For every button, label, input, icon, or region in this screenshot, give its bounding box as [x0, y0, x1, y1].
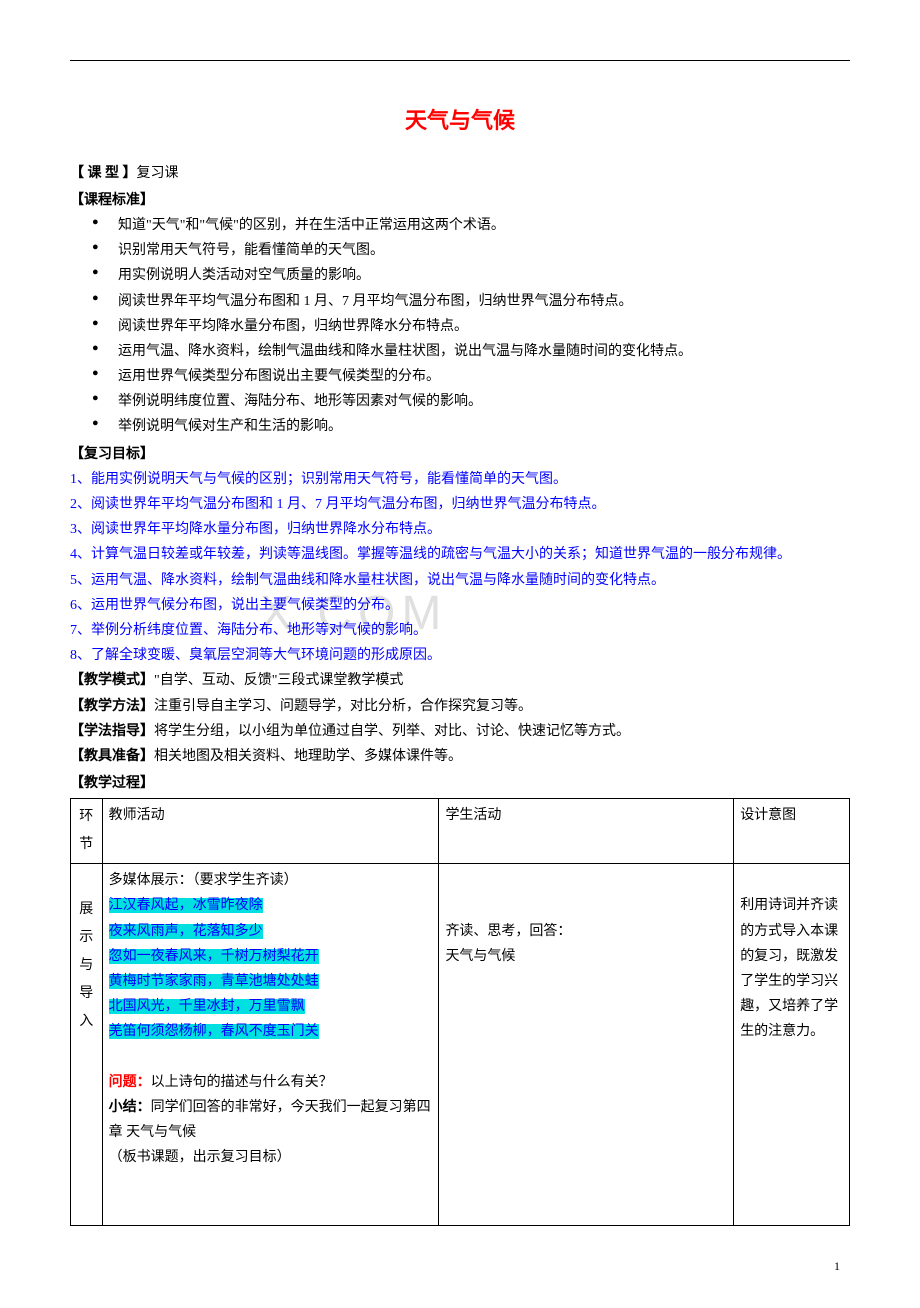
method-row: 【教学方法】注重引导自主学习、问题导学，对比分析，合作探究复习等。	[70, 694, 850, 719]
poem-line: 忽如一夜春风来，千树万树梨花开	[109, 949, 319, 964]
review-goal-item: 6、运用世界气候分布图，说出主要气候类型的分布。	[70, 593, 850, 618]
board-note: （板书课题，出示复习目标）	[109, 1145, 433, 1170]
guide-row: 【学法指导】将学生分组，以小组为单位通过自学、列举、对比、讨论、快速记忆等方式。	[70, 719, 850, 744]
blank-line	[109, 1171, 433, 1196]
standards-list: 知道"天气"和"气候"的区别，并在生活中正常运用这两个术语。 识别常用天气符号，…	[88, 213, 850, 440]
review-goal-item: 2、阅读世界年平均气温分布图和 1 月、7 月平均气温分布图，归纳世界气温分布特…	[70, 492, 850, 517]
review-goal-item: 4、计算气温日较差或年较差，判读等温线图。掌握等温线的疏密与气温大小的关系；知道…	[70, 542, 850, 567]
prep-row: 【教具准备】相关地图及相关资料、地理助学、多媒体课件等。	[70, 744, 850, 769]
phase-cell: 展示与导入	[71, 864, 103, 1226]
review-goal-item: 1、能用实例说明天气与气候的区别；识别常用天气符号，能看懂简单的天气图。	[70, 467, 850, 492]
standard-item: 知道"天气"和"气候"的区别，并在生活中正常运用这两个术语。	[88, 213, 850, 238]
phase-text: 展示与导入	[77, 868, 96, 1176]
col-header-teacher: 教师活动	[102, 799, 439, 864]
lesson-type-value: 复习课	[137, 166, 179, 181]
intent-text: 利用诗词并齐读的方式导入本课的复习，既激发了学生的学习兴趣，又培养了学生的注意力…	[740, 893, 843, 1044]
review-goal-item: 5、运用气温、降水资料，绘制气温曲线和降水量柱状图，说出气温与降水量随时间的变化…	[70, 568, 850, 593]
standard-item: 举例说明纬度位置、海陆分布、地形等因素对气候的影响。	[88, 389, 850, 414]
prep-value: 相关地图及相关资料、地理助学、多媒体课件等。	[154, 749, 462, 764]
method-label: 【教学方法】	[70, 699, 154, 714]
review-goal-item: 8、了解全球变暖、臭氧层空洞等大气环境问题的形成原因。	[70, 643, 850, 668]
standard-item: 识别常用天气符号，能看懂简单的天气图。	[88, 238, 850, 263]
blank-line	[445, 893, 727, 918]
summary-line: 小结：同学们回答的非常好，今天我们一起复习第四章 天气与气候	[109, 1095, 433, 1145]
standard-item: 用实例说明人类活动对空气质量的影响。	[88, 263, 850, 288]
blank-line	[740, 868, 843, 893]
lesson-type-row: 【 课 型 】复习课	[70, 161, 850, 186]
prep-label: 【教具准备】	[70, 749, 154, 764]
review-goal-item: 7、举例分析纬度位置、海陆分布、地形等对气候的影响。	[70, 618, 850, 643]
table-header-row: 环节 教师活动 学生活动 设计意图	[71, 799, 850, 864]
student-line: 齐读、思考，回答：	[445, 919, 727, 944]
question-label: 问题：	[109, 1075, 151, 1090]
poem-line: 羌笛何须怨杨柳，春风不度玉门关	[109, 1024, 319, 1039]
col-header-phase: 环节	[71, 799, 103, 864]
process-table: 环节 教师活动 学生活动 设计意图 展示与导入 多媒体展示：（要求学生齐读） 江…	[70, 798, 850, 1226]
standard-item: 运用气温、降水资料，绘制气温曲线和降水量柱状图，说出气温与降水量随时间的变化特点…	[88, 339, 850, 364]
page-title: 天气与气候	[70, 101, 850, 141]
question-line: 问题：以上诗句的描述与什么有关？	[109, 1070, 433, 1095]
teacher-cell: 多媒体展示：（要求学生齐读） 江汉春风起，冰雪昨夜除 夜来风雨声，花落知多少 忽…	[102, 864, 439, 1226]
mode-value: "自学、互动、反馈"三段式课堂教学模式	[154, 673, 403, 688]
watermark-region: 6、运用世界气候分布图，说出主要气候类型的分布。 7、举例分析纬度位置、海陆分布…	[70, 593, 850, 643]
standards-header: 【课程标准】	[70, 188, 850, 213]
mode-row: 【教学模式】"自学、互动、反馈"三段式课堂教学模式	[70, 668, 850, 693]
teacher-intro: 多媒体展示：（要求学生齐读）	[109, 868, 433, 893]
question-text: 以上诗句的描述与什么有关？	[151, 1075, 333, 1090]
standard-item: 举例说明气候对生产和生活的影响。	[88, 414, 850, 439]
poem-line: 江汉春风起，冰雪昨夜除	[109, 898, 263, 913]
col-header-intent: 设计意图	[734, 799, 850, 864]
student-cell: 齐读、思考，回答： 天气与气候	[439, 864, 734, 1226]
summary-label: 小结：	[109, 1100, 151, 1115]
mode-label: 【教学模式】	[70, 673, 154, 688]
intent-cell: 利用诗词并齐读的方式导入本课的复习，既激发了学生的学习兴趣，又培养了学生的注意力…	[734, 864, 850, 1226]
top-horizontal-rule	[70, 60, 850, 61]
lesson-type-label: 【 课 型 】	[70, 166, 137, 181]
standard-item: 阅读世界年平均气温分布图和 1 月、7 月平均气温分布图，归纳世界气温分布特点。	[88, 289, 850, 314]
col-header-student: 学生活动	[439, 799, 734, 864]
guide-value: 将学生分组，以小组为单位通过自学、列举、对比、讨论、快速记忆等方式。	[154, 724, 630, 739]
guide-label: 【学法指导】	[70, 724, 154, 739]
poem-line: 夜来风雨声，花落知多少	[109, 924, 263, 939]
page-number: 1	[70, 1256, 850, 1278]
table-row: 展示与导入 多媒体展示：（要求学生齐读） 江汉春风起，冰雪昨夜除 夜来风雨声，花…	[71, 864, 850, 1226]
blank-line	[109, 1196, 433, 1221]
process-header: 【教学过程】	[70, 771, 850, 796]
student-line: 天气与气候	[445, 944, 727, 969]
standard-item: 阅读世界年平均降水量分布图，归纳世界降水分布特点。	[88, 314, 850, 339]
blank-line	[445, 868, 727, 893]
blank-line	[109, 1045, 433, 1070]
poem-line: 黄梅时节家家雨，青草池塘处处蛙	[109, 974, 319, 989]
method-value: 注重引导自主学习、问题导学，对比分析，合作探究复习等。	[154, 699, 532, 714]
summary-text: 同学们回答的非常好，今天我们一起复习第四章 天气与气候	[109, 1100, 431, 1140]
poem-line: 北国风光，千里冰封，万里雪飘	[109, 999, 305, 1014]
review-goal-item: 3、阅读世界年平均降水量分布图，归纳世界降水分布特点。	[70, 517, 850, 542]
review-goals-header: 【复习目标】	[70, 442, 850, 467]
standard-item: 运用世界气候类型分布图说出主要气候类型的分布。	[88, 364, 850, 389]
